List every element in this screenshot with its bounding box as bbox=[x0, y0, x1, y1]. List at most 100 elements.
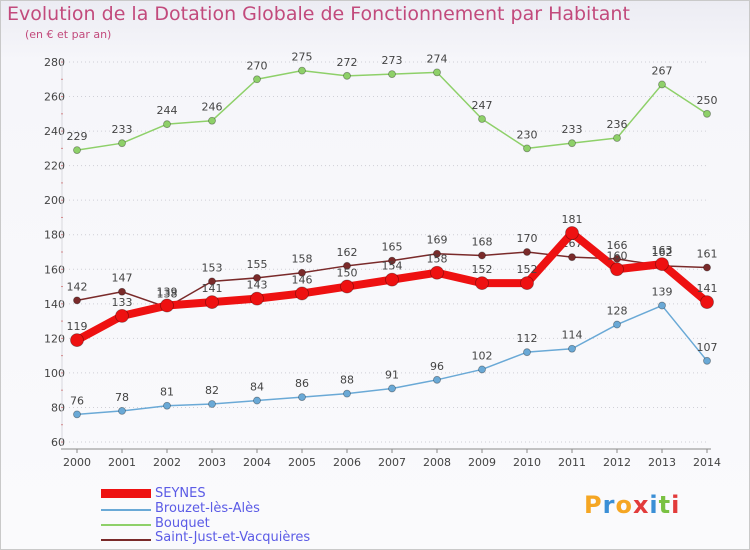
series-3-data-label-2013: 163 bbox=[652, 244, 673, 257]
series-1-point-2008 bbox=[433, 68, 441, 77]
legend-swatch-bouquet bbox=[101, 524, 151, 526]
series-0-data-label-2007: 165 bbox=[382, 241, 403, 254]
series-0-data-label-2003: 153 bbox=[202, 261, 223, 274]
series-0-point-2007 bbox=[388, 256, 396, 265]
legend-swatch-saint-just bbox=[101, 539, 151, 541]
series-2-data-label-2001: 78 bbox=[115, 391, 129, 404]
series-3-data-label-2012: 160 bbox=[607, 249, 628, 262]
series-1-data-label-2011: 233 bbox=[562, 123, 583, 136]
series-3-point-2008 bbox=[430, 265, 444, 280]
y-tick-label-120: 120 bbox=[44, 332, 65, 345]
series-2-data-label-2002: 81 bbox=[160, 386, 174, 399]
series-3-data-label-2000: 119 bbox=[67, 320, 88, 333]
series-3-point-2000 bbox=[70, 333, 84, 347]
series-2-point-2012 bbox=[613, 320, 621, 329]
y-tick-label-100: 100 bbox=[44, 367, 65, 380]
series-3-data-label-2005: 146 bbox=[292, 273, 313, 286]
logo-letter: t bbox=[658, 491, 672, 519]
series-3-point-2004 bbox=[250, 291, 264, 306]
series-1-point-2009 bbox=[478, 115, 486, 123]
x-tick-label-2002: 2002 bbox=[153, 456, 181, 469]
series-1-data-label-2005: 275 bbox=[292, 51, 313, 64]
series-0-point-2009 bbox=[478, 251, 486, 260]
series-2-data-label-2003: 82 bbox=[205, 384, 219, 397]
series-2-point-2013 bbox=[658, 301, 666, 310]
series-1-data-label-2004: 270 bbox=[247, 59, 268, 72]
legend-label-brouzet: Brouzet-lès-Alès bbox=[155, 501, 260, 516]
series-3-data-label-2010: 152 bbox=[517, 263, 538, 276]
series-3-point-2003 bbox=[205, 295, 219, 309]
series-2-point-2001 bbox=[118, 407, 126, 415]
series-3-point-2013 bbox=[655, 257, 669, 271]
series-1-data-label-2001: 233 bbox=[112, 123, 133, 136]
x-tick-label-2004: 2004 bbox=[243, 456, 271, 469]
logo-letter: i bbox=[649, 491, 659, 519]
legend-swatch-brouzet bbox=[101, 509, 151, 511]
logo-letter: P bbox=[584, 491, 603, 519]
series-0-data-label-2013: 162 bbox=[652, 246, 673, 259]
series-2-point-2000 bbox=[73, 410, 81, 419]
series-0-point-2005 bbox=[298, 268, 306, 277]
series-0-point-2006 bbox=[343, 261, 351, 270]
series-1-point-2012 bbox=[613, 134, 621, 142]
series-0-data-label-2014: 161 bbox=[697, 248, 718, 261]
series-2-point-2006 bbox=[343, 389, 351, 398]
series-2-point-2014 bbox=[703, 356, 711, 365]
series-1-data-label-2003: 246 bbox=[202, 101, 223, 114]
legend-label-saint-just: Saint-Just-et-Vacquières bbox=[155, 530, 311, 545]
chart-subtitle: (en € et par an) bbox=[25, 28, 112, 41]
series-2-data-label-2007: 91 bbox=[385, 368, 399, 381]
series-0-point-2014 bbox=[703, 263, 711, 272]
series-3-point-2002 bbox=[160, 298, 174, 313]
series-0-point-2008 bbox=[433, 249, 441, 258]
series-2-point-2010 bbox=[523, 348, 531, 357]
series-0-point-2012 bbox=[613, 255, 621, 263]
series-2-point-2005 bbox=[298, 393, 306, 401]
series-0-data-label-2001: 147 bbox=[112, 272, 133, 285]
legend-label-seynes: SEYNES bbox=[155, 486, 206, 501]
series-1-point-2002 bbox=[163, 120, 171, 129]
series-2-point-2007 bbox=[388, 384, 396, 393]
x-tick-label-2003: 2003 bbox=[198, 456, 226, 469]
x-tick-label-2012: 2012 bbox=[603, 456, 631, 469]
series-1-data-label-2006: 272 bbox=[337, 56, 358, 69]
series-3-point-2001 bbox=[115, 309, 129, 323]
series-1-point-2006 bbox=[343, 71, 351, 80]
series-1-data-label-2012: 236 bbox=[607, 118, 628, 131]
logo-letter: o bbox=[615, 491, 633, 519]
series-2-data-label-2009: 102 bbox=[472, 349, 493, 362]
series-3-data-label-2001: 133 bbox=[112, 296, 133, 309]
series-1-point-2014 bbox=[703, 109, 711, 118]
series-3-data-label-2011: 181 bbox=[562, 213, 583, 226]
x-tick-label-2008: 2008 bbox=[423, 456, 451, 469]
series-1-point-2003 bbox=[208, 116, 216, 125]
series-2-point-2011 bbox=[568, 344, 576, 353]
series-0-data-label-2006: 162 bbox=[337, 246, 358, 259]
series-0-point-2011 bbox=[568, 253, 576, 262]
series-3-data-label-2007: 154 bbox=[382, 260, 403, 273]
y-tick-label-200: 200 bbox=[44, 194, 65, 207]
series-1-point-2004 bbox=[253, 75, 261, 84]
series-3-data-label-2003: 141 bbox=[202, 282, 223, 295]
series-2-data-label-2004: 84 bbox=[250, 381, 264, 394]
y-tick-label-160: 160 bbox=[44, 263, 65, 276]
series-1-data-label-2008: 274 bbox=[427, 52, 448, 65]
series-0-data-label-2005: 158 bbox=[292, 253, 313, 266]
series-1-point-2011 bbox=[568, 139, 576, 148]
series-3-point-2005 bbox=[295, 286, 309, 301]
series-1-data-label-2007: 273 bbox=[382, 54, 403, 67]
series-3-data-label-2014: 141 bbox=[697, 282, 718, 295]
y-tick-label-260: 260 bbox=[44, 91, 65, 104]
series-1-point-2001 bbox=[118, 139, 126, 148]
series-0-point-2004 bbox=[253, 274, 261, 282]
series-1-point-2007 bbox=[388, 70, 396, 78]
logo-letter: r bbox=[602, 491, 616, 519]
series-0-data-label-2000: 142 bbox=[67, 280, 88, 293]
series-2-data-label-2008: 96 bbox=[430, 360, 444, 373]
proxiti-logo: Proxiti bbox=[584, 491, 680, 519]
logo-letter: x bbox=[632, 491, 650, 519]
series-0-point-2010 bbox=[523, 248, 531, 256]
x-tick-label-2013: 2013 bbox=[648, 456, 676, 469]
series-2-data-label-2005: 86 bbox=[295, 377, 309, 390]
